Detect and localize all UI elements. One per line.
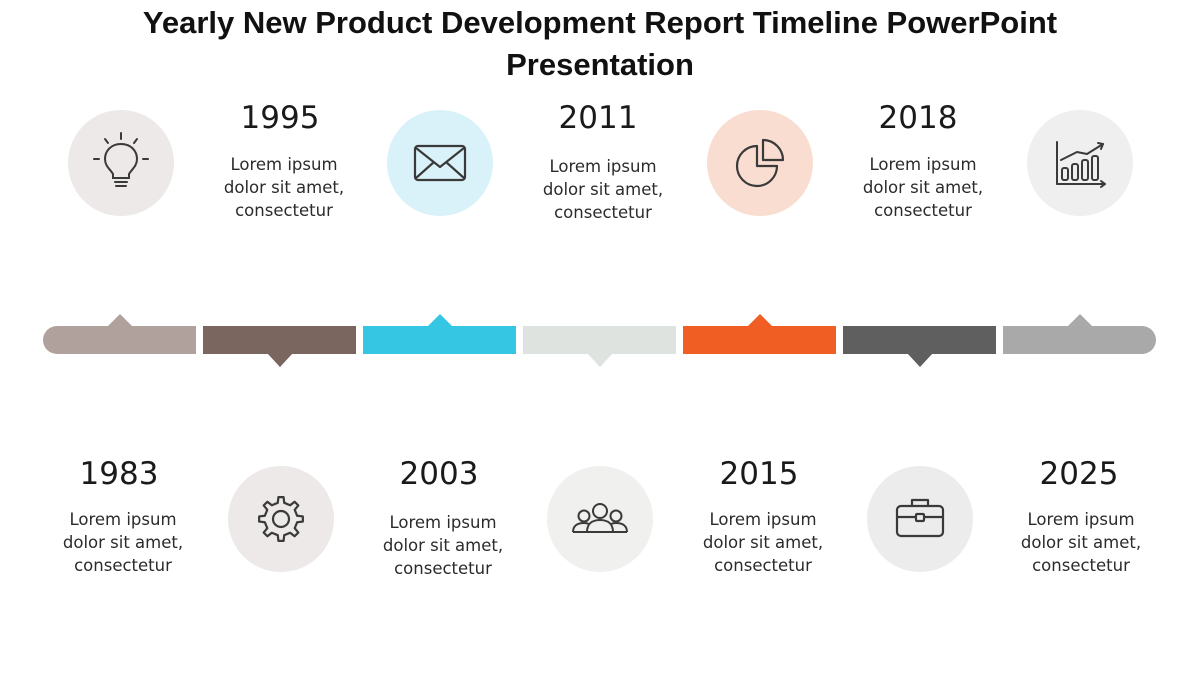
icon-circle-2015-right — [867, 466, 973, 572]
timeline-pointer-down — [266, 353, 293, 367]
year-1983: 1983 — [79, 456, 159, 492]
timeline-pointer-up — [746, 314, 773, 327]
icon-circle-2018-right — [1027, 110, 1133, 216]
timeline-segment — [843, 326, 996, 354]
timeline-pointer-up — [106, 314, 133, 327]
timeline-segment — [363, 326, 516, 354]
year-2025: 2025 — [1039, 456, 1119, 492]
icon-circle-2015 — [547, 466, 653, 572]
description-1983: Lorem ipsum dolor sit amet, consectetur — [62, 510, 184, 575]
title-line-1: Yearly New Product Development Report Ti… — [142, 5, 1058, 40]
year-2018: 2018 — [878, 100, 958, 136]
page-title: Yearly New Product Development Report Ti… — [0, 2, 1200, 86]
icon-circle-1995 — [68, 110, 174, 216]
timeline-segment — [683, 326, 836, 354]
timeline-segment — [203, 326, 356, 354]
description-2015: Lorem ipsum dolor sit amet, consectetur — [702, 510, 824, 575]
icon-circle-2018-left — [707, 110, 813, 216]
icon-circle-2003 — [228, 466, 334, 572]
timeline-segment — [43, 326, 196, 354]
description-2011: Lorem ipsum dolor sit amet, consectetur — [542, 157, 664, 222]
description-2018: Lorem ipsum dolor sit amet, consectetur — [862, 155, 984, 220]
year-2003: 2003 — [399, 456, 479, 492]
lightbulb-icon — [93, 132, 149, 187]
gear-icon — [258, 496, 304, 542]
year-2015: 2015 — [719, 456, 799, 492]
timeline-pointer-down — [586, 353, 613, 367]
description-2025: Lorem ipsum dolor sit amet, consectetur — [1020, 510, 1142, 575]
timeline-segment — [1003, 326, 1156, 354]
bar-chart-icon — [1056, 141, 1106, 188]
timeline-pointer-down — [906, 353, 933, 367]
title-line-2: Presentation — [506, 47, 694, 82]
year-2011: 2011 — [558, 100, 638, 136]
briefcase-icon — [895, 498, 945, 538]
year-1995: 1995 — [240, 100, 320, 136]
description-1995: Lorem ipsum dolor sit amet, consectetur — [223, 155, 345, 220]
team-icon — [572, 503, 628, 533]
icon-circle-2011 — [387, 110, 493, 216]
timeline-pointer-up — [1066, 314, 1093, 327]
timeline-segment — [523, 326, 676, 354]
timeline-pointer-up — [426, 314, 453, 327]
envelope-icon — [413, 144, 467, 182]
description-2003: Lorem ipsum dolor sit amet, consectetur — [382, 513, 504, 578]
pie-chart-icon — [735, 138, 785, 188]
